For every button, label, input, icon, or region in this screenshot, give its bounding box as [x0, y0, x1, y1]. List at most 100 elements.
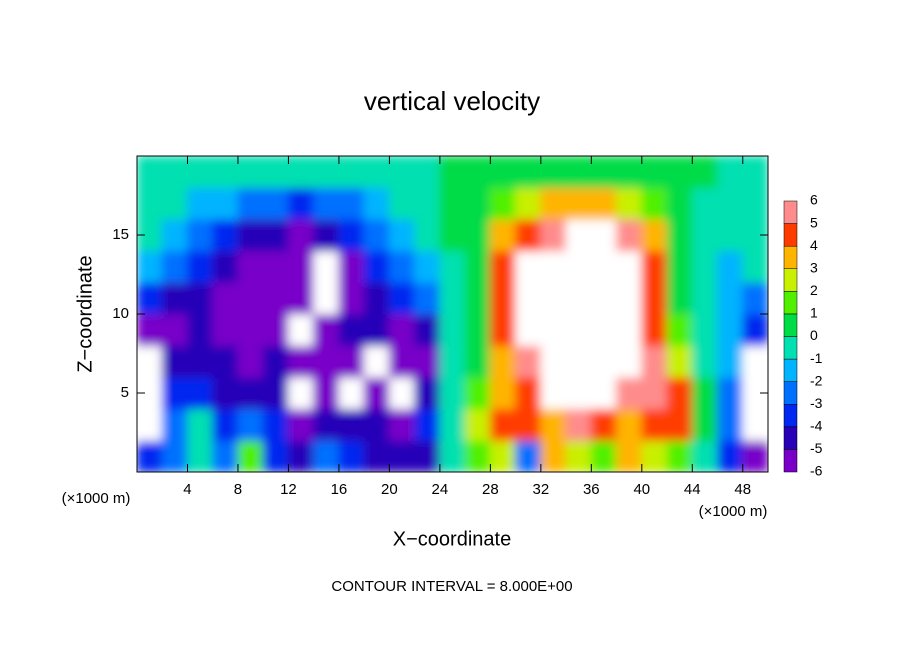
y-unit-label: (×1000 m): [62, 490, 131, 507]
field-cell: [641, 313, 668, 347]
field-cell: [287, 218, 315, 252]
x-axis-label: X−coordinate: [393, 528, 511, 550]
field-cell: [414, 439, 441, 472]
field-cell: [137, 281, 163, 315]
field-cell: [388, 187, 416, 220]
field-cell: [338, 376, 365, 410]
field-cell: [641, 218, 668, 252]
x-tick-label: 48: [734, 481, 751, 498]
field-cell: [414, 376, 441, 410]
colorbar-swatch: [783, 223, 798, 247]
field-cell: [388, 345, 416, 378]
field-cell: [237, 313, 264, 347]
field-cell: [161, 281, 188, 315]
y-tick-label: 15: [112, 226, 129, 243]
field-cell: [565, 408, 592, 441]
field-cell: [388, 218, 416, 252]
field-cell: [338, 187, 365, 220]
field-cell: [590, 408, 618, 441]
field-cell: [717, 376, 744, 410]
field-cell: [212, 439, 239, 472]
field-cell: [237, 281, 264, 315]
colorbar-tick-label: -1: [810, 350, 823, 366]
field-cell: [641, 439, 668, 472]
field-cell: [363, 313, 390, 347]
field-cell: [489, 376, 517, 410]
field-cell: [742, 313, 768, 347]
field-cell: [287, 439, 315, 472]
field-cell: [262, 376, 289, 410]
field-cell: [515, 218, 542, 252]
field-cell: [237, 156, 264, 189]
field-cell: [691, 187, 719, 220]
field-cell: [161, 376, 188, 410]
field-cell: [616, 408, 643, 441]
field-cell: [439, 218, 466, 252]
colorbar-swatch: [783, 336, 798, 360]
y-tick-label: 10: [112, 305, 129, 322]
field-cell: [489, 313, 517, 347]
field-cell: [515, 156, 542, 189]
field-cell: [363, 376, 390, 410]
x-tick-label: 36: [583, 481, 600, 498]
field-cell: [666, 313, 693, 347]
field-cell: [464, 345, 491, 378]
field-cell: [338, 408, 365, 441]
field-cell: [363, 156, 390, 189]
field-cell: [237, 439, 264, 472]
field-cell: [439, 408, 466, 441]
field-cell: [691, 376, 719, 410]
x-tick-label: 12: [280, 481, 297, 498]
colorbar-swatch: [783, 268, 798, 292]
field-cell: [338, 281, 365, 315]
field-cell: [388, 376, 416, 410]
field-cell: [666, 218, 693, 252]
field-cell: [590, 439, 618, 472]
x-unit-label: (×1000 m): [699, 503, 768, 520]
field-cell: [616, 281, 643, 315]
x-tick-label: 8: [234, 481, 242, 498]
field-cell: [287, 313, 315, 347]
field-cell: [540, 156, 567, 189]
field-cell: [212, 187, 239, 220]
field: [137, 156, 768, 472]
field-cell: [641, 156, 668, 189]
field-cell: [717, 281, 744, 315]
field-cell: [464, 281, 491, 315]
field-cell: [212, 345, 239, 378]
field-cell: [161, 187, 188, 220]
field-cell: [616, 218, 643, 252]
field-cell: [666, 345, 693, 378]
field-cell: [691, 218, 719, 252]
x-tick-label: 44: [684, 481, 701, 498]
field-cell: [414, 313, 441, 347]
field-cell: [565, 313, 592, 347]
field-cell: [186, 439, 214, 472]
field-cell: [237, 250, 264, 283]
field-cell: [515, 187, 542, 220]
field-cell: [388, 408, 416, 441]
field-cell: [489, 187, 517, 220]
field-cell: [363, 218, 390, 252]
field-cell: [439, 250, 466, 283]
field-cell: [212, 281, 239, 315]
colorbar-tick-label: -6: [810, 463, 823, 479]
field-cell: [186, 250, 214, 283]
field-cell: [616, 439, 643, 472]
colorbar-tick-label: -4: [810, 418, 823, 434]
colorbar-swatch: [783, 291, 798, 315]
field-cell: [338, 250, 365, 283]
field-cell: [565, 281, 592, 315]
field-cell: [540, 218, 567, 252]
field-cell: [262, 218, 289, 252]
field-cell: [313, 187, 340, 220]
field-cell: [363, 281, 390, 315]
field-cell: [287, 408, 315, 441]
field-cell: [464, 218, 491, 252]
field-cell: [414, 156, 441, 189]
field-cell: [363, 250, 390, 283]
field-cell: [237, 218, 264, 252]
field-cell: [186, 281, 214, 315]
field-cell: [691, 313, 719, 347]
